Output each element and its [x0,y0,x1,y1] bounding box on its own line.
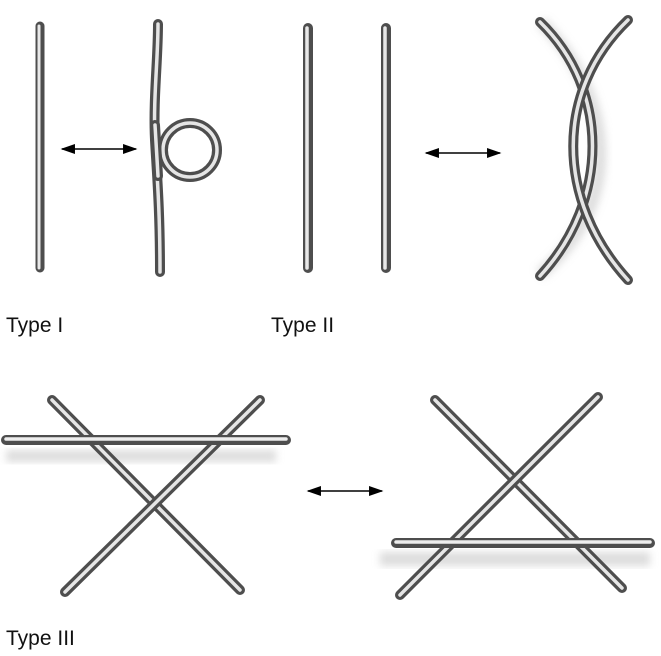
type-2-strands-crossed [535,15,633,285]
type-3-label: Type III [6,627,75,650]
type-2-move [303,15,633,285]
type-3-left-configuration [1,395,291,597]
type-3-right-configuration [380,392,655,600]
type-1-move [35,19,222,277]
type-1-strand-twisted [149,19,222,277]
type-2-label: Type II [271,314,335,337]
type-1-label: Type I [6,314,64,337]
type-3-move [1,392,655,600]
